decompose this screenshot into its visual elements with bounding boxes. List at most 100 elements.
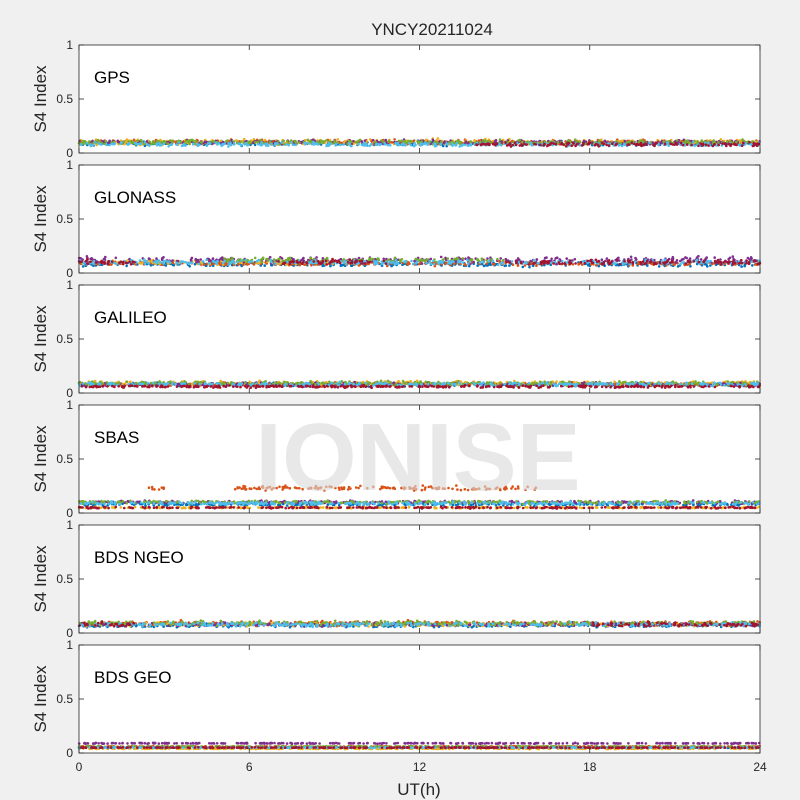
- data-point: [561, 259, 564, 263]
- data-point: [274, 262, 277, 266]
- data-point: [157, 259, 160, 262]
- data-point: [426, 143, 429, 146]
- data-point: [339, 261, 342, 265]
- data-point: [543, 142, 546, 146]
- plot-area: [79, 285, 760, 393]
- data-point: [648, 141, 651, 145]
- data-point: [426, 258, 429, 261]
- data-point: [148, 140, 152, 144]
- data-point: [145, 259, 148, 263]
- data-point: [611, 142, 614, 145]
- data-point: [324, 259, 328, 263]
- data-point: [87, 140, 91, 143]
- data-point: [166, 142, 170, 145]
- data-point: [263, 264, 267, 267]
- data-point: [601, 142, 604, 145]
- data-point: [728, 256, 732, 260]
- data-point: [174, 141, 177, 144]
- data-point: [410, 259, 413, 263]
- data-point: [192, 139, 195, 142]
- data-point: [573, 257, 577, 261]
- data-point: [713, 256, 716, 259]
- data-point: [376, 260, 379, 263]
- data-point: [212, 140, 215, 143]
- data-point: [724, 260, 728, 263]
- data-point: [693, 144, 696, 148]
- data-point: [505, 144, 509, 147]
- data-point: [627, 260, 631, 264]
- data-point: [536, 261, 540, 265]
- data-point: [510, 140, 513, 143]
- data-point: [620, 144, 624, 148]
- data-point: [242, 137, 246, 141]
- data-point: [629, 255, 633, 259]
- data-point: [248, 141, 252, 145]
- data-point: [408, 262, 411, 266]
- data-point: [194, 257, 198, 261]
- data-point: [230, 138, 233, 142]
- data-point: [492, 142, 495, 146]
- data-point: [751, 264, 754, 267]
- data-point: [446, 142, 450, 146]
- data-point: [197, 262, 201, 266]
- data-point: [726, 140, 729, 143]
- data-point: [343, 139, 347, 143]
- data-point: [219, 263, 222, 267]
- data-point: [371, 138, 375, 142]
- data-point: [313, 142, 317, 146]
- data-point: [546, 262, 550, 265]
- data-point: [219, 257, 222, 260]
- data-point: [261, 256, 265, 260]
- data-point: [148, 257, 151, 261]
- data-point: [538, 141, 542, 144]
- data-point: [575, 140, 578, 143]
- data-point: [95, 143, 99, 147]
- data-point: [243, 143, 246, 146]
- data-point: [409, 143, 413, 147]
- data-point: [124, 140, 128, 144]
- data-point: [169, 143, 172, 146]
- data-point: [550, 257, 553, 261]
- data-point: [755, 259, 758, 263]
- data-point: [200, 141, 204, 144]
- data-point: [600, 262, 603, 265]
- data-point: [199, 258, 202, 261]
- data-point: [532, 262, 535, 265]
- data-point: [88, 143, 92, 146]
- data-point: [348, 258, 352, 262]
- data-point: [257, 142, 260, 146]
- data-point: [89, 260, 92, 264]
- data-point: [706, 265, 709, 268]
- data-point: [86, 262, 89, 265]
- data-point: [728, 143, 731, 146]
- data-point: [331, 257, 334, 261]
- data-point: [325, 144, 328, 148]
- data-point: [634, 256, 637, 260]
- data-point: [276, 142, 279, 145]
- data-point: [305, 261, 309, 265]
- data-point: [675, 139, 679, 142]
- data-point: [420, 262, 424, 265]
- data-point: [348, 141, 351, 145]
- data-point: [679, 263, 682, 266]
- data-point: [508, 264, 511, 267]
- data-point: [450, 142, 454, 145]
- data-point: [342, 143, 346, 146]
- data-point: [114, 262, 118, 266]
- data-point: [714, 260, 717, 264]
- data-point: [81, 265, 85, 268]
- y-tick-label: 0.5: [56, 212, 73, 226]
- data-point: [227, 145, 230, 148]
- data-point: [504, 141, 507, 144]
- data-point: [437, 261, 441, 264]
- data-point: [104, 255, 107, 259]
- data-point: [85, 141, 89, 145]
- data-point: [633, 260, 637, 263]
- data-point: [616, 263, 619, 266]
- data-point: [171, 140, 174, 144]
- data-point: [511, 263, 515, 267]
- data-point: [129, 380, 132, 384]
- data-point: [524, 260, 528, 264]
- data-point: [94, 140, 97, 144]
- data-point: [423, 142, 427, 146]
